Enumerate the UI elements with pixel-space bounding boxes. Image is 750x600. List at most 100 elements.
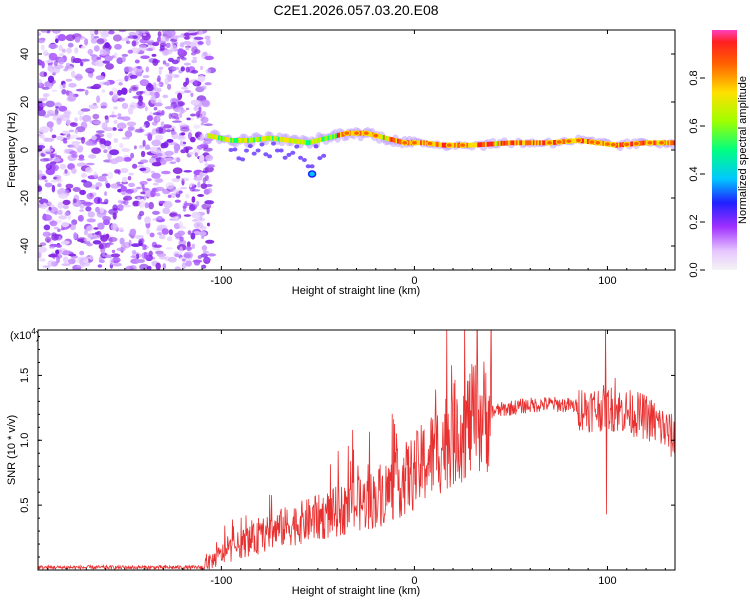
signal-core-cell (258, 136, 260, 142)
signal-core-cell (327, 135, 330, 141)
noise-blob (70, 122, 76, 126)
noise-blob (59, 163, 67, 170)
noise-blob (162, 94, 169, 99)
noise-blob (203, 123, 213, 126)
noise-blob (86, 162, 95, 166)
noise-blob (45, 59, 53, 64)
noise-blob (192, 219, 198, 222)
noise-blob (167, 83, 172, 90)
signal-core-cell (247, 138, 249, 143)
noise-blob (200, 122, 205, 126)
noise-blob (149, 232, 155, 238)
noise-blob (107, 171, 114, 179)
noise-blob (48, 43, 59, 49)
noise-blob (44, 182, 53, 188)
noise-blob (145, 39, 154, 43)
noise-blob (178, 190, 183, 194)
signal-peak-dot (609, 141, 617, 148)
noise-blob (121, 137, 131, 140)
signal-core-cell (523, 140, 526, 146)
noise-blob (95, 137, 105, 142)
signal-core-cell (332, 134, 334, 140)
signal-scatter-blob (307, 170, 317, 178)
noise-blob (107, 145, 112, 151)
noise-blob (114, 43, 122, 50)
signal-scatter-blob (305, 164, 311, 169)
signal-core-cell (525, 140, 527, 146)
signal-core-cell (478, 142, 481, 148)
noise-blob (57, 228, 61, 232)
signal-core-cell (554, 139, 557, 145)
noise-blob (127, 176, 132, 181)
noise-blob (197, 194, 205, 197)
noise-blob (100, 234, 109, 242)
signal-core-cell (481, 142, 484, 147)
noise-blob (76, 200, 86, 204)
noise-blob (160, 121, 165, 127)
signal-core-cell (503, 140, 506, 146)
signal-core-cell (667, 140, 670, 146)
signal-core-cell (221, 136, 223, 141)
signal-core-cell (295, 138, 297, 144)
signal-scatter-blob (282, 155, 288, 160)
noise-blob (197, 41, 204, 45)
noise-blob (163, 50, 173, 55)
signal-scatter-blob (317, 156, 323, 161)
noise-blob (189, 32, 198, 36)
noise-blob (162, 207, 171, 214)
noise-blob (163, 157, 174, 161)
noise-blob (102, 173, 109, 177)
noise-blob (55, 106, 59, 109)
noise-blob (136, 165, 145, 168)
noise-blob (120, 244, 127, 249)
signal-core-cell (517, 140, 520, 146)
noise-blob (62, 199, 71, 206)
signal-core-cell (242, 138, 245, 143)
noise-blob (119, 237, 125, 245)
noise-blob (93, 227, 99, 230)
noise-blob (186, 246, 192, 251)
noise-blob (93, 36, 100, 39)
signal-core-cell (251, 137, 254, 143)
noise-blob (61, 89, 67, 95)
signal-peak-dot (632, 140, 640, 147)
noise-blob (183, 32, 191, 40)
noise-blob (157, 36, 162, 43)
noise-blob (58, 57, 65, 65)
signal-core-cell (361, 130, 364, 136)
noise-blob (174, 199, 181, 203)
noise-blob (196, 200, 200, 207)
signal-core-cell (292, 138, 294, 144)
noise-blob (151, 162, 162, 167)
noise-blob (91, 55, 100, 62)
noise-blob (93, 171, 98, 179)
noise-blob (74, 47, 79, 54)
y-tick-label: 0 (19, 147, 31, 153)
noise-blob (114, 169, 120, 174)
snr-y-label: SNR (10 * v/v) (6, 415, 18, 485)
noise-blob (133, 145, 137, 150)
noise-blob (87, 211, 96, 218)
noise-blob (138, 44, 147, 52)
noise-blob (135, 72, 143, 77)
noise-blob (120, 167, 129, 174)
noise-blob (100, 102, 108, 109)
signal-peak-dot (646, 140, 654, 146)
noise-blob (206, 207, 210, 215)
noise-blob (189, 183, 193, 188)
noise-blob (170, 192, 176, 198)
noise-blob (91, 135, 97, 141)
signal-core-cell (279, 136, 282, 142)
noise-blob (39, 134, 45, 139)
noise-blob (144, 202, 149, 209)
signal-core-cell (392, 137, 395, 143)
noise-blob (177, 92, 183, 101)
noise-blob (178, 221, 183, 229)
snr-frame (37, 329, 676, 571)
noise-blob (105, 183, 111, 189)
noise-blob (174, 149, 179, 154)
noise-blob (123, 195, 133, 201)
noise-blob (105, 242, 111, 248)
signal-core-cell (238, 138, 240, 143)
signal-peak-dot (459, 142, 467, 148)
